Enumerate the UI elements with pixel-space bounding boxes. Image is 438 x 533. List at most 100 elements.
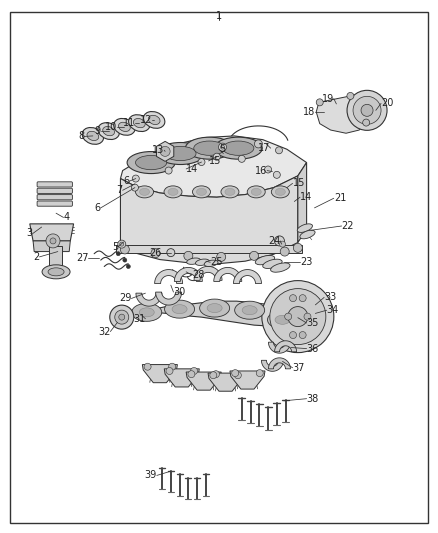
Polygon shape [233, 270, 261, 284]
Ellipse shape [200, 299, 230, 317]
Circle shape [361, 104, 373, 116]
Ellipse shape [223, 141, 254, 155]
Circle shape [347, 90, 387, 131]
Ellipse shape [235, 301, 265, 319]
Text: 19: 19 [321, 94, 334, 103]
Text: 30: 30 [173, 287, 186, 297]
Ellipse shape [134, 118, 145, 128]
Text: 37: 37 [293, 363, 305, 373]
Text: 9: 9 [95, 126, 101, 136]
Circle shape [213, 153, 220, 160]
FancyBboxPatch shape [37, 201, 72, 206]
Polygon shape [316, 96, 368, 133]
Text: 34: 34 [327, 305, 339, 315]
Ellipse shape [165, 147, 196, 160]
Circle shape [254, 140, 262, 148]
Polygon shape [30, 224, 74, 241]
Polygon shape [268, 342, 290, 353]
Circle shape [275, 236, 284, 246]
Circle shape [198, 158, 205, 166]
Circle shape [290, 295, 297, 302]
Polygon shape [208, 373, 243, 391]
Circle shape [169, 363, 176, 370]
Ellipse shape [255, 255, 275, 265]
Circle shape [270, 288, 326, 345]
Text: 20: 20 [381, 99, 393, 108]
Circle shape [116, 252, 120, 256]
Text: 12: 12 [140, 115, 152, 125]
Circle shape [120, 242, 124, 246]
Circle shape [110, 305, 134, 329]
Text: 31: 31 [133, 314, 145, 324]
Ellipse shape [225, 188, 235, 196]
Polygon shape [155, 292, 182, 305]
Ellipse shape [140, 188, 149, 196]
Ellipse shape [214, 137, 262, 159]
Polygon shape [194, 266, 222, 280]
Circle shape [273, 171, 280, 179]
Polygon shape [214, 268, 242, 281]
Circle shape [290, 332, 297, 338]
Text: 13: 13 [152, 146, 164, 155]
Circle shape [279, 241, 286, 247]
Text: 33: 33 [324, 293, 336, 302]
FancyBboxPatch shape [37, 182, 72, 187]
Text: 7: 7 [117, 185, 123, 195]
Text: 25: 25 [210, 257, 223, 267]
Circle shape [184, 252, 193, 260]
Text: 38: 38 [307, 394, 319, 403]
Circle shape [232, 369, 239, 377]
Polygon shape [268, 358, 290, 369]
Text: 32: 32 [98, 327, 110, 336]
Ellipse shape [82, 127, 103, 144]
Circle shape [316, 99, 323, 106]
Text: 18: 18 [303, 107, 315, 117]
Circle shape [280, 247, 289, 256]
Ellipse shape [271, 263, 290, 272]
Text: 36: 36 [307, 344, 319, 353]
Text: 23: 23 [300, 257, 312, 267]
Ellipse shape [247, 186, 265, 198]
Polygon shape [49, 246, 62, 266]
Circle shape [132, 175, 139, 182]
Text: 27: 27 [76, 253, 88, 263]
Ellipse shape [187, 258, 201, 264]
Circle shape [160, 147, 170, 156]
Polygon shape [116, 245, 302, 253]
Text: 4: 4 [64, 213, 70, 222]
Circle shape [212, 370, 219, 378]
Circle shape [293, 244, 302, 252]
Ellipse shape [221, 186, 239, 198]
Ellipse shape [135, 186, 154, 198]
Text: 10: 10 [105, 122, 117, 132]
Circle shape [220, 145, 225, 149]
Polygon shape [155, 270, 183, 284]
Ellipse shape [42, 265, 70, 279]
Ellipse shape [192, 186, 211, 198]
Text: 39: 39 [145, 471, 157, 480]
Circle shape [234, 372, 241, 379]
Polygon shape [127, 301, 293, 326]
Polygon shape [156, 141, 174, 161]
Circle shape [299, 295, 306, 302]
Text: 3: 3 [27, 229, 33, 238]
Ellipse shape [98, 123, 119, 140]
Ellipse shape [271, 186, 290, 198]
Circle shape [217, 253, 226, 261]
Circle shape [115, 310, 129, 324]
Circle shape [46, 234, 60, 248]
Circle shape [299, 332, 306, 338]
Ellipse shape [165, 300, 194, 318]
Text: 24: 24 [268, 236, 280, 246]
Ellipse shape [242, 306, 257, 314]
Ellipse shape [144, 111, 165, 128]
Circle shape [276, 147, 283, 154]
Circle shape [353, 96, 381, 124]
Circle shape [123, 258, 127, 262]
Text: 6: 6 [95, 203, 101, 213]
Text: 15: 15 [208, 156, 221, 166]
Ellipse shape [132, 303, 162, 321]
Polygon shape [33, 241, 70, 252]
Circle shape [126, 264, 131, 269]
Ellipse shape [207, 304, 222, 312]
